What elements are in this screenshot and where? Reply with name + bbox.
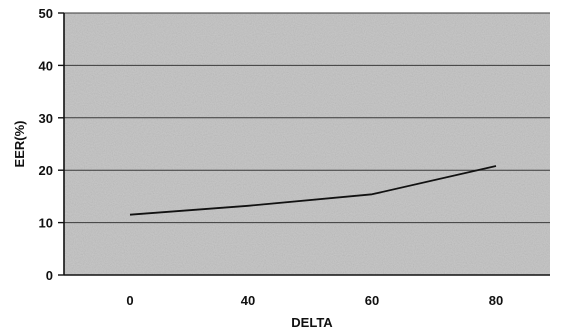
y-tick-label: 30 [39,111,53,126]
y-axis-ticks: 0 10 20 30 40 50 [39,6,64,283]
x-tick-label: 60 [365,293,379,308]
x-axis-ticks: 0 40 60 80 [126,293,503,308]
y-tick-label: 0 [46,268,53,283]
plot-area [64,13,550,275]
y-tick-label: 40 [39,58,53,73]
x-axis-title: DELTA [291,315,333,330]
x-tick-label: 0 [126,293,133,308]
gridlines [64,12,550,224]
y-axis-title: EER(%) [12,121,27,168]
x-tick-label: 80 [489,293,503,308]
y-tick-label: 20 [39,163,53,178]
x-tick-label: 40 [241,293,255,308]
y-tick-label: 10 [39,216,53,231]
y-tick-label: 50 [39,6,53,21]
series-line [129,165,497,216]
